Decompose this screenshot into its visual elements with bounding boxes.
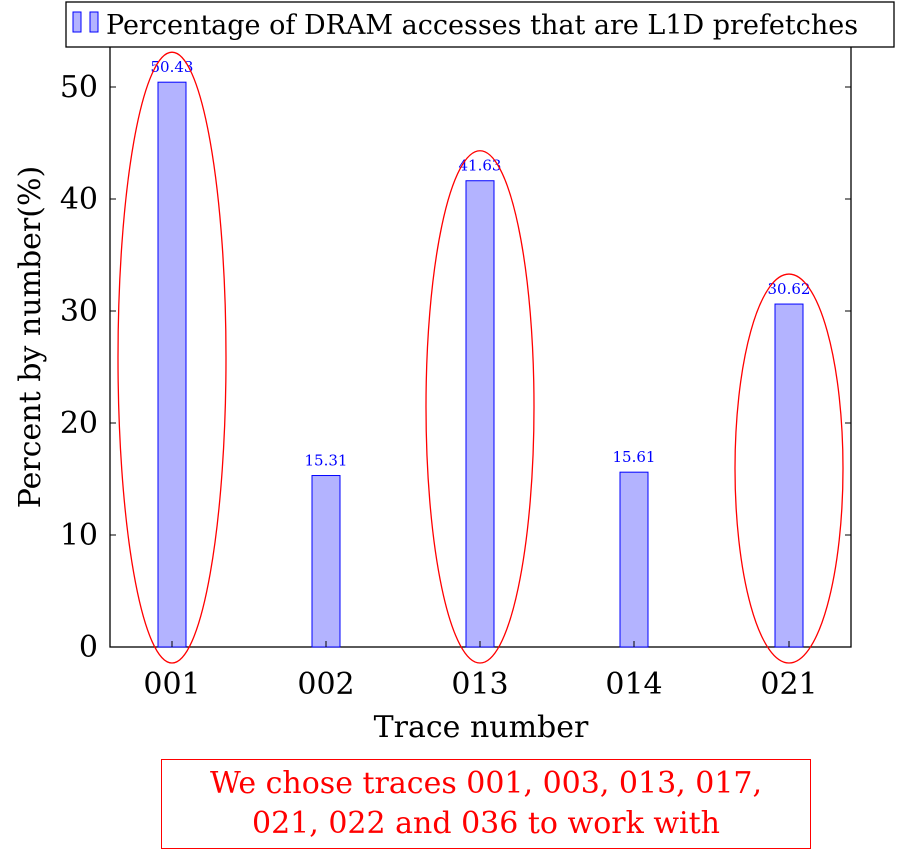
bar-014 <box>619 471 649 648</box>
y-tick-label: 20 <box>60 406 98 441</box>
bar-021 <box>774 303 804 648</box>
data-label-014: 15.61 <box>613 448 656 466</box>
highlight-ellipse-021 <box>734 273 844 664</box>
data-label-002: 15.31 <box>305 452 348 470</box>
y-axis-label: Percent by number(%) <box>13 166 48 508</box>
x-tick-label-001: 001 <box>143 667 200 702</box>
bar-002 <box>311 475 341 648</box>
highlight-ellipse-001 <box>117 51 227 664</box>
y-tick-label: 30 <box>60 294 98 329</box>
data-label-013: 41.63 <box>459 157 502 175</box>
data-label-001: 50.43 <box>151 58 194 76</box>
legend-box <box>65 1 895 48</box>
legend-label: Percentage of DRAM accesses that are L1D… <box>106 10 858 41</box>
x-tick-label-002: 002 <box>297 667 354 702</box>
highlight-ellipse-013 <box>425 150 535 664</box>
bar-series: 50.43 15.31 41.63 15.61 30.62 <box>151 58 811 648</box>
y-tick-label: 10 <box>60 518 98 553</box>
legend: Percentage of DRAM accesses that are L1D… <box>65 1 895 48</box>
bar-013 <box>465 180 495 648</box>
legend-swatch-bar-1 <box>72 11 82 33</box>
y-tick-label: 40 <box>60 182 98 217</box>
y-axis: 0 10 20 30 40 50 <box>60 70 851 665</box>
y-tick-label: 50 <box>60 70 98 105</box>
x-axis-label: Trace number <box>374 710 589 745</box>
bar-001 <box>157 81 187 648</box>
annotation-box: We chose traces 001, 003, 013, 017, 021,… <box>161 759 811 849</box>
x-tick-label-014: 014 <box>605 667 662 702</box>
y-tick-label: 0 <box>79 630 98 665</box>
annotation-line-1: We chose traces 001, 003, 013, 017, <box>209 766 763 801</box>
x-tick-label-021: 021 <box>760 667 817 702</box>
data-label-021: 30.62 <box>768 280 811 298</box>
legend-swatch-bar-2 <box>89 11 99 33</box>
x-axis: 001 002 013 014 021 <box>143 30 818 702</box>
highlight-ellipses <box>117 51 844 664</box>
x-tick-label-013: 013 <box>451 667 508 702</box>
annotation-line-2: 021, 022 and 036 to work with <box>252 806 720 841</box>
